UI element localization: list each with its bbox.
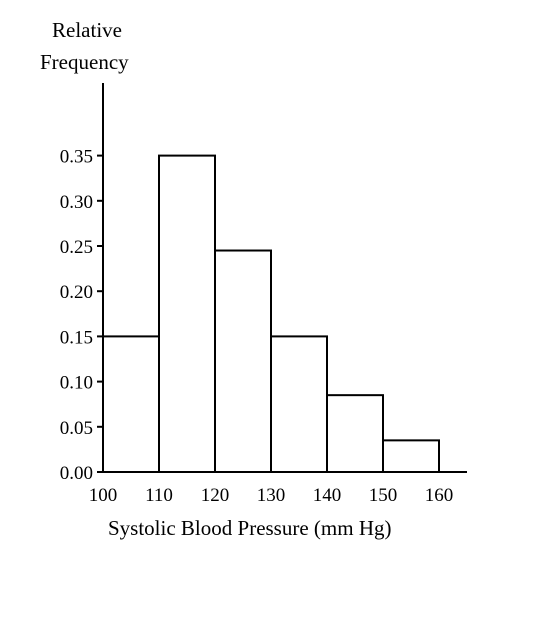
y-tick-label: 0.25 bbox=[60, 237, 93, 258]
x-tick-label: 110 bbox=[145, 485, 173, 506]
y-tick-label: 0.35 bbox=[60, 147, 93, 168]
x-tick-label: 130 bbox=[257, 485, 286, 506]
y-tick-label: 0.10 bbox=[60, 373, 93, 394]
axes-group bbox=[102, 83, 467, 473]
histogram-bar-140-150 bbox=[326, 394, 384, 473]
x-axis-label: Systolic Blood Pressure (mm Hg) bbox=[108, 516, 392, 540]
histogram-bar-100-110 bbox=[102, 335, 160, 473]
y-tick-label: 0.20 bbox=[60, 282, 93, 303]
x-tick-label: 120 bbox=[201, 485, 230, 506]
bars-group bbox=[102, 154, 440, 473]
y-axis-label-line-2: Frequency bbox=[40, 50, 129, 74]
y-tick-label: 0.30 bbox=[60, 192, 93, 213]
x-tick-label: 150 bbox=[369, 485, 398, 506]
y-tick-label: 0.05 bbox=[60, 418, 93, 439]
x-tick-label: 140 bbox=[313, 485, 342, 506]
y-axis-label-line-1: Relative bbox=[52, 18, 122, 42]
x-tick-label: 100 bbox=[89, 485, 118, 506]
histogram-bar-120-130 bbox=[214, 249, 272, 473]
histogram-bar-150-160 bbox=[382, 439, 440, 473]
y-tick-label: 0.15 bbox=[60, 327, 93, 348]
y-tick-label: 0.00 bbox=[60, 463, 93, 484]
histogram-bar-110-120 bbox=[158, 154, 216, 473]
x-tick-label: 160 bbox=[425, 485, 454, 506]
x-ticks-group: 100 110 120 130 140 150 160 bbox=[89, 485, 454, 506]
histogram-bar-130-140 bbox=[270, 335, 328, 473]
y-ticks-group: 0.00 0.05 0.10 0.15 0.20 0.25 0.30 0.35 bbox=[60, 147, 103, 484]
